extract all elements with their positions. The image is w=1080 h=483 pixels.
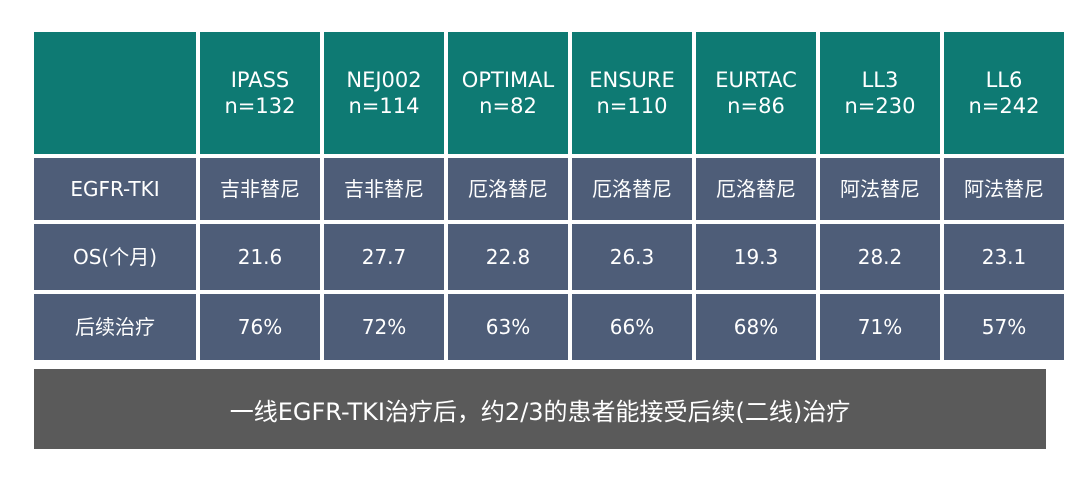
header-cell-optimal: OPTIMAL n=82 — [448, 32, 568, 154]
table-cell: 吉非替尼 — [324, 158, 444, 220]
table-cell: 19.3 — [696, 224, 816, 290]
trial-n: n=86 — [727, 94, 785, 118]
trial-n: n=82 — [479, 94, 537, 118]
table-cell: 63% — [448, 294, 568, 360]
conclusion-banner: 一线EGFR-TKI治疗后，约2/3的患者能接受后续(二线)治疗 — [34, 369, 1046, 449]
trials-table: IPASS n=132 NEJ002 n=114 OPTIMAL n=82 EN… — [34, 32, 1064, 360]
table-cell: 57% — [944, 294, 1064, 360]
table-cell: 21.6 — [200, 224, 320, 290]
trial-n: n=242 — [968, 94, 1040, 118]
trial-name: NEJ002 — [346, 67, 422, 92]
table-cell: 厄洛替尼 — [696, 158, 816, 220]
trial-n: n=230 — [844, 94, 916, 118]
row-label-egfr-tki: EGFR-TKI — [34, 158, 196, 220]
header-cell-eurtac: EURTAC n=86 — [696, 32, 816, 154]
header-cell-nej002: NEJ002 n=114 — [324, 32, 444, 154]
table-cell: 28.2 — [820, 224, 940, 290]
header-cell-ll3: LL3 n=230 — [820, 32, 940, 154]
table-cell: 阿法替尼 — [944, 158, 1064, 220]
header-cell-ipass: IPASS n=132 — [200, 32, 320, 154]
row-label-os: OS(个月) — [34, 224, 196, 290]
trial-name: OPTIMAL — [461, 67, 555, 92]
table-cell: 66% — [572, 294, 692, 360]
trial-name: IPASS — [230, 67, 290, 92]
trial-name: LL6 — [985, 67, 1023, 92]
table-cell: 吉非替尼 — [200, 158, 320, 220]
table-cell: 22.8 — [448, 224, 568, 290]
table-cell: 26.3 — [572, 224, 692, 290]
header-cell-ensure: ENSURE n=110 — [572, 32, 692, 154]
trial-n: n=114 — [348, 94, 420, 118]
table-cell: 76% — [200, 294, 320, 360]
trial-name: LL3 — [861, 67, 899, 92]
trial-name: ENSURE — [589, 67, 675, 92]
table-cell: 23.1 — [944, 224, 1064, 290]
table-cell: 厄洛替尼 — [572, 158, 692, 220]
row-label-subsequent-treatment: 后续治疗 — [34, 294, 196, 360]
header-corner-cell — [34, 32, 196, 154]
table-cell: 阿法替尼 — [820, 158, 940, 220]
table-cell: 27.7 — [324, 224, 444, 290]
table-cell: 68% — [696, 294, 816, 360]
header-cell-ll6: LL6 n=242 — [944, 32, 1064, 154]
trial-n: n=110 — [596, 94, 668, 118]
table-cell: 71% — [820, 294, 940, 360]
trial-name: EURTAC — [715, 67, 797, 92]
table-cell: 厄洛替尼 — [448, 158, 568, 220]
trial-n: n=132 — [224, 94, 296, 118]
table-cell: 72% — [324, 294, 444, 360]
